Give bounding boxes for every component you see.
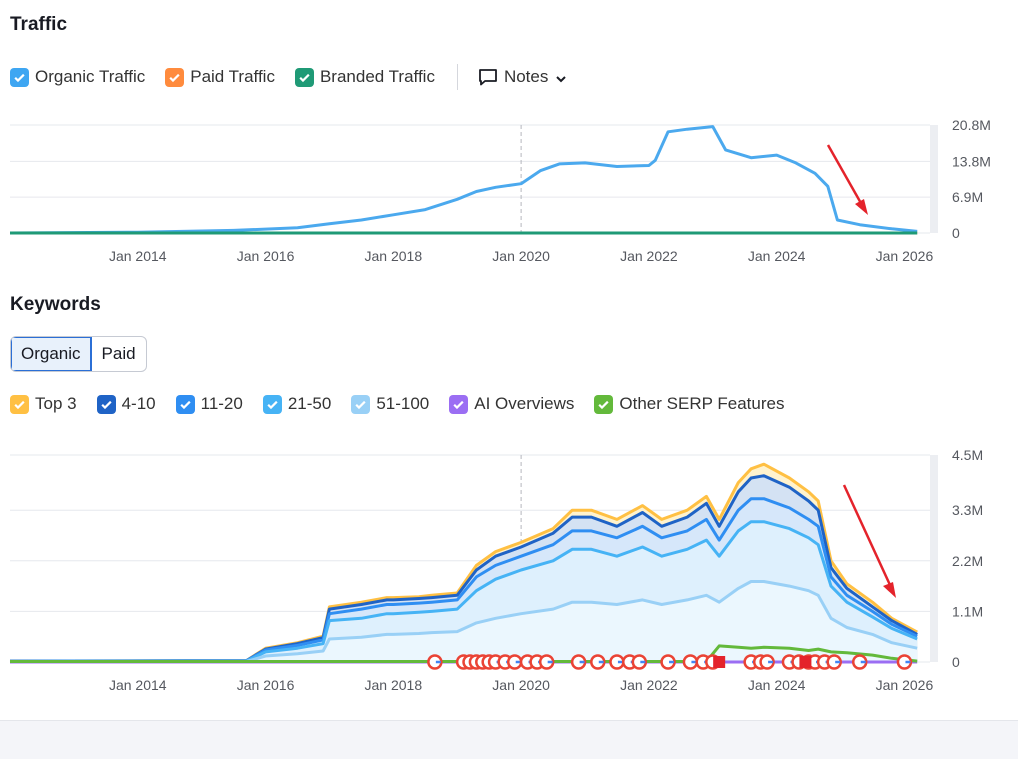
annotation-arrow (826, 144, 864, 206)
checkbox-checked-icon[interactable] (449, 394, 469, 414)
y-tick-label: 1.1M (952, 603, 983, 619)
legend-11-20[interactable]: 11-20 (175, 394, 243, 414)
annotation-arrowhead (855, 199, 868, 215)
note-marker[interactable] (713, 656, 726, 668)
x-tick-label: Jan 2016 (237, 677, 295, 693)
comment-icon (479, 69, 497, 86)
legend-ai-overviews[interactable]: AI Overviews (449, 394, 574, 414)
google-update-marker[interactable] (427, 654, 443, 670)
series-line-21-50 (9, 520, 918, 663)
legend-label: Top 3 (35, 394, 77, 413)
traffic-chart: 20.8M 13.8M 6.9M 0 Jan 2014 Jan 2016 Jan 2018 J… (9, 117, 991, 264)
checkbox-checked-icon[interactable] (10, 67, 29, 87)
traffic-title: Traffic (10, 14, 68, 35)
google-update-marker[interactable] (660, 654, 676, 670)
series-line-organic-traffic (9, 125, 918, 235)
x-tick-label: Jan 2016 (237, 248, 295, 264)
chevron-down-icon (556, 75, 567, 82)
x-tick-label: Jan 2020 (492, 677, 550, 693)
note-marker[interactable] (799, 656, 812, 668)
google-update-marker[interactable] (826, 654, 842, 670)
legend-label: 11-20 (200, 394, 243, 413)
chart-scroll-strip[interactable] (930, 455, 938, 662)
checkbox-checked-icon[interactable] (175, 394, 195, 414)
notes-label: Notes (503, 67, 549, 86)
checkbox-checked-icon[interactable] (10, 394, 29, 414)
y-tick-label: 6.9M (952, 189, 983, 205)
google-update-marker[interactable] (570, 654, 587, 670)
google-update-marker[interactable] (538, 654, 555, 670)
series-line-4-10 (9, 474, 918, 663)
footer-band (0, 720, 1018, 759)
chart-scroll-strip[interactable] (930, 125, 938, 233)
google-update-marker[interactable] (631, 654, 648, 670)
tab-paid[interactable]: Paid (101, 344, 136, 363)
y-tick-label: 3.3M (952, 502, 983, 518)
keywords-chart: 4.5M 3.3M 2.2M 1.1M 0 Jan 2014 Jan 2016 Jan 201… (9, 447, 983, 693)
y-tick-label: 20.8M (952, 117, 991, 133)
google-update-marker[interactable] (682, 654, 699, 670)
legend-21-50[interactable]: 21-50 (262, 394, 332, 414)
legend-divider (456, 64, 458, 90)
y-tick-label: 2.2M (952, 553, 983, 569)
keywords-tabs: Organic Paid (10, 336, 147, 372)
legend-label: Paid Traffic (190, 67, 275, 86)
y-tick-label: 0 (952, 225, 960, 241)
google-update-marker[interactable] (851, 654, 868, 670)
checkbox-checked-icon[interactable] (351, 394, 371, 414)
series-line-51-100 (9, 580, 918, 664)
legend-top-3[interactable]: Top 3 (10, 394, 77, 414)
x-tick-label: Jan 2022 (620, 677, 678, 693)
x-tick-label: Jan 2026 (876, 677, 934, 693)
legend-organic-traffic[interactable]: Organic Traffic (10, 67, 145, 87)
google-update-marker[interactable] (506, 654, 523, 670)
x-tick-label: Jan 2020 (492, 248, 550, 264)
legend-4-10[interactable]: 4-10 (96, 394, 156, 414)
legend-label: Branded Traffic (319, 67, 435, 86)
x-tick-label: Jan 2014 (109, 248, 167, 264)
traffic-legend: Organic Traffic Paid Traffic Branded Tra… (10, 64, 574, 90)
checkbox-checked-icon[interactable] (262, 394, 282, 414)
x-tick-label: Jan 2026 (876, 248, 934, 264)
checkbox-checked-icon[interactable] (594, 394, 614, 414)
series-line-11-20 (9, 497, 918, 663)
keywords-title: Keywords (10, 294, 101, 315)
google-update-marker[interactable] (590, 654, 606, 670)
y-tick-label: 13.8M (952, 153, 991, 169)
x-tick-label: Jan 2022 (620, 248, 678, 264)
legend-paid-traffic[interactable]: Paid Traffic (165, 67, 275, 87)
google-update-marker[interactable] (609, 654, 625, 670)
legend-label: Other SERP Features (619, 394, 785, 413)
legend-label: 21-50 (287, 394, 332, 413)
legend-other-serp-features[interactable]: Other SERP Features (594, 394, 784, 414)
legend-label: 4-10 (121, 394, 156, 413)
y-tick-label: 4.5M (952, 447, 983, 463)
legend-branded-traffic[interactable]: Branded Traffic (294, 67, 435, 87)
google-update-marker[interactable] (896, 654, 913, 670)
google-update-marker[interactable] (759, 654, 775, 670)
tab-organic[interactable]: Organic (11, 337, 92, 371)
series-line-top-3 (9, 462, 918, 663)
x-tick-label: Jan 2018 (365, 248, 423, 264)
annotation-arrowhead (883, 582, 896, 598)
checkbox-checked-icon[interactable] (165, 67, 185, 87)
keywords-legend: Top 3 4-10 11-20 21-50 51-100 AI Overviews Oth… (10, 394, 804, 414)
annotation-arrow (842, 484, 892, 586)
x-tick-label: Jan 2018 (365, 677, 423, 693)
x-tick-label: Jan 2024 (748, 248, 806, 264)
area-fill-51-100 (10, 581, 918, 662)
checkbox-checked-icon[interactable] (294, 67, 314, 87)
legend-label: Organic Traffic (35, 67, 146, 86)
y-tick-label: 0 (952, 654, 960, 670)
x-tick-label: Jan 2014 (109, 677, 167, 693)
checkbox-checked-icon[interactable] (96, 394, 116, 414)
notes-dropdown[interactable]: Notes (478, 67, 574, 87)
legend-51-100[interactable]: 51-100 (351, 394, 429, 414)
x-tick-label: Jan 2024 (748, 677, 806, 693)
legend-label: 51-100 (376, 394, 430, 413)
legend-label: AI Overviews (474, 394, 575, 413)
